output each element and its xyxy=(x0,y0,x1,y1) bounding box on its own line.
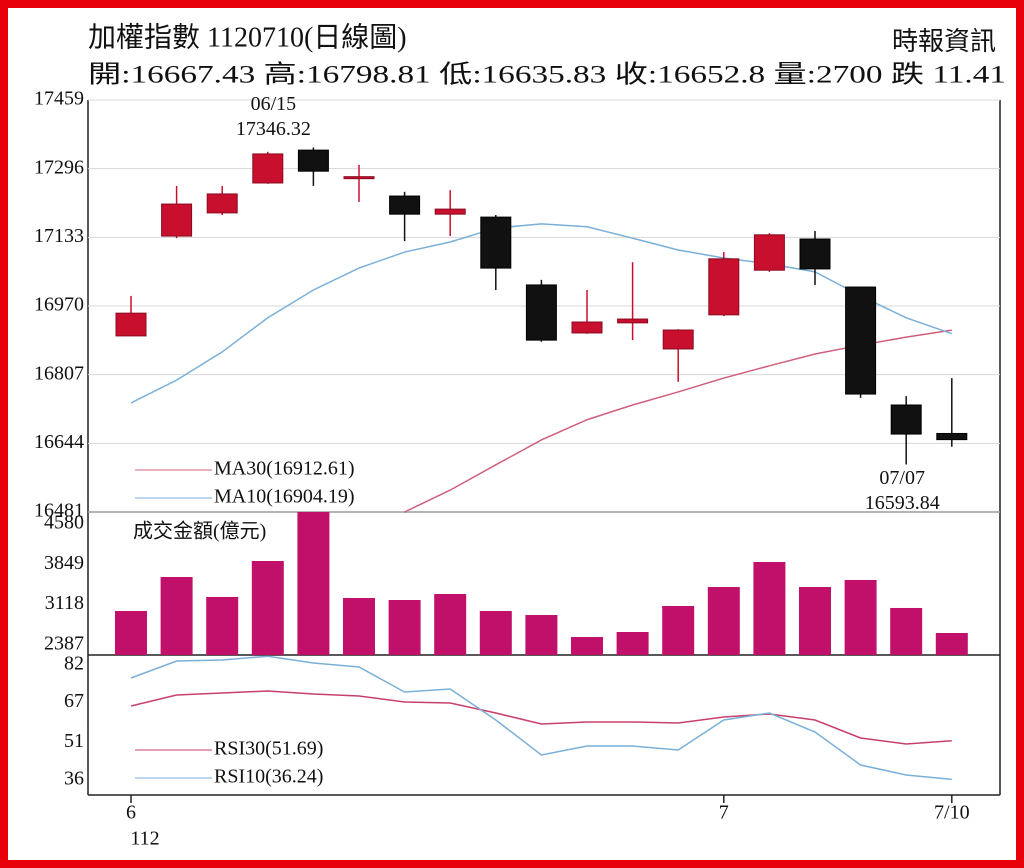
y-tick-label: 67 xyxy=(64,690,84,712)
legend-label: MA10(16904.19) xyxy=(214,486,355,508)
candle-body xyxy=(662,329,694,350)
chart-title: 加權指數 1120710(日線圖) xyxy=(88,21,407,53)
candle-body xyxy=(252,153,284,184)
y-tick-label: 17296 xyxy=(34,156,84,178)
bar xyxy=(935,633,968,655)
bar xyxy=(297,512,330,655)
bar xyxy=(799,587,831,655)
candle-body xyxy=(753,234,785,271)
bar xyxy=(479,611,512,655)
candle-body xyxy=(799,238,831,270)
y-tick-label: 2387 xyxy=(44,632,84,654)
y-tick-label: 3849 xyxy=(44,552,84,574)
candle-body xyxy=(890,404,922,435)
candle-body xyxy=(343,176,375,180)
bar xyxy=(707,587,740,655)
bar xyxy=(160,577,193,655)
candle-body xyxy=(206,193,238,214)
x-year-label: 112 xyxy=(130,828,159,850)
bar xyxy=(251,561,284,655)
bar xyxy=(571,637,603,655)
legend-label: RSI30(51.69) xyxy=(214,738,323,760)
annotation-value: 16593.84 xyxy=(865,492,940,514)
y-tick-label: 36 xyxy=(64,768,84,790)
bar xyxy=(662,605,695,655)
candle-body xyxy=(708,258,740,316)
bar xyxy=(434,594,467,655)
y-tick-label: 16807 xyxy=(34,362,84,384)
bar xyxy=(206,596,239,655)
bar xyxy=(890,607,923,655)
candle-body xyxy=(936,432,968,441)
annotation: 06/15 xyxy=(251,93,297,115)
y-tick-label: 4580 xyxy=(44,512,84,534)
subtitle: 開:16667.43 高:16798.81 低:16635.83 收:16652… xyxy=(88,61,1006,89)
bar xyxy=(525,615,558,655)
line-series xyxy=(130,690,952,745)
y-tick-label: 16970 xyxy=(34,294,84,316)
candle-body xyxy=(434,208,466,215)
y-tick-label: 16481 xyxy=(34,500,84,522)
bar xyxy=(388,600,421,655)
bar xyxy=(616,632,649,655)
x-tick-label: 7/10 xyxy=(934,802,970,824)
y-tick-label: 51 xyxy=(64,730,84,752)
legend-label: MA30(16912.61) xyxy=(214,458,355,480)
y-tick-label: 16644 xyxy=(34,431,84,453)
x-tick-label: 7 xyxy=(719,802,729,824)
candle-body xyxy=(617,318,649,324)
y-tick-label: 17459 xyxy=(34,88,84,110)
bar xyxy=(753,561,786,655)
bar xyxy=(343,598,375,655)
candle-body xyxy=(480,216,512,269)
x-tick-label: 6 xyxy=(126,802,136,824)
bar xyxy=(844,579,877,655)
candle-body xyxy=(297,149,329,172)
line-series xyxy=(130,655,952,781)
y-tick-label: 3118 xyxy=(45,592,84,614)
legend-label: RSI10(36.24) xyxy=(214,766,323,788)
annotation: 07/07 xyxy=(879,467,925,489)
candle-body xyxy=(571,321,603,334)
panel-title: 成交金額(億元) xyxy=(133,520,266,543)
candle-body xyxy=(389,195,421,215)
candle-body xyxy=(525,284,557,341)
y-tick-label: 17133 xyxy=(34,225,84,247)
candle-body xyxy=(161,203,193,237)
bar xyxy=(115,611,147,655)
source: 時報資訊 xyxy=(892,27,996,56)
candle-body xyxy=(115,312,147,337)
candle-body xyxy=(845,286,877,395)
annotation-value: 17346.32 xyxy=(236,118,311,140)
y-tick-label: 82 xyxy=(64,653,84,675)
